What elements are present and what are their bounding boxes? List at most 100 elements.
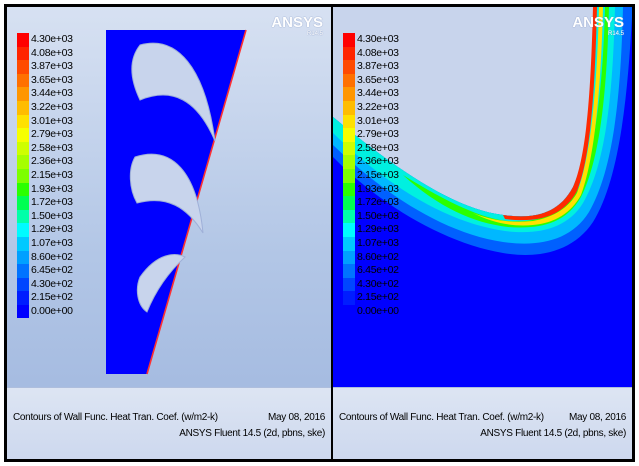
legend-value: 2.36e+03	[31, 155, 73, 168]
ansys-logo: ANSYS R14.5	[572, 15, 624, 38]
brand-name: ANSYS	[572, 14, 624, 31]
plot-caption: Contours of Wall Func. Heat Tran. Coef. …	[7, 387, 331, 459]
legend-value: 2.58e+03	[31, 141, 73, 154]
legend-swatch	[17, 46, 29, 61]
legend-swatch	[17, 73, 29, 88]
legend-value: 3.22e+03	[31, 100, 73, 113]
legend-swatch	[343, 209, 355, 224]
brand-name: ANSYS	[271, 14, 323, 31]
legend-swatch	[343, 46, 355, 61]
legend-value: 1.07e+03	[357, 236, 399, 249]
plot-caption: Contours of Wall Func. Heat Tran. Coef. …	[333, 387, 632, 459]
legend-swatch	[343, 250, 355, 265]
legend-swatch	[343, 182, 355, 197]
caption-solver: ANSYS Fluent 14.5 (2d, pbns, ske)	[179, 428, 325, 439]
legend-swatch	[343, 304, 355, 319]
legend-swatch	[17, 236, 29, 251]
legend-value: 1.50e+03	[357, 209, 399, 222]
legend-value: 4.30e+03	[31, 33, 73, 45]
figure-frame: ANSYS R14.5 4.30e+03 4.08e+03 3.87e+03 3.65…	[4, 4, 635, 462]
legend-swatch	[17, 264, 29, 278]
legend-value: 6.45e+02	[357, 264, 399, 277]
caption-title: Contours of Wall Func. Heat Tran. Coef. …	[13, 412, 218, 423]
legend-value: 2.15e+03	[31, 168, 73, 181]
legend-swatch	[17, 250, 29, 265]
legend-swatch	[343, 73, 355, 88]
legend-value: 3.01e+03	[357, 114, 399, 127]
legend-swatch	[17, 100, 29, 115]
legend-swatch	[343, 196, 355, 210]
legend-swatch	[343, 291, 355, 305]
legend-swatch	[343, 155, 355, 169]
caption-solver: ANSYS Fluent 14.5 (2d, pbns, ske)	[480, 428, 626, 439]
legend-value: 3.87e+03	[31, 60, 73, 73]
legend-swatch	[17, 196, 29, 210]
legend-swatch	[343, 33, 355, 47]
legend-value: 1.07e+03	[31, 236, 73, 249]
legend-swatch	[17, 209, 29, 224]
legend-swatch	[343, 60, 355, 74]
legend-value: 2.15e+02	[31, 291, 73, 304]
legend-value: 8.60e+02	[357, 250, 399, 263]
legend-value: 4.30e+02	[357, 277, 399, 290]
legend-value: 8.60e+02	[31, 250, 73, 263]
legend-swatch	[17, 60, 29, 74]
legend-value: 3.44e+03	[357, 87, 399, 100]
legend-value: 2.15e+02	[357, 291, 399, 304]
blade-1	[131, 42, 216, 142]
legend-value: 2.15e+03	[357, 168, 399, 181]
legend-value: 1.50e+03	[31, 209, 73, 222]
legend-swatch	[17, 155, 29, 169]
left-contour-panel: ANSYS R14.5 4.30e+03 4.08e+03 3.87e+03 3.65…	[7, 7, 331, 459]
legend-swatch	[17, 182, 29, 197]
legend-value: 1.72e+03	[31, 196, 73, 209]
legend-swatch	[343, 277, 355, 292]
legend-swatch	[343, 236, 355, 251]
contour-band-teal	[333, 7, 615, 233]
cascade-domain-plot	[106, 29, 247, 375]
blade-region	[333, 7, 595, 217]
legend-swatch	[17, 223, 29, 237]
legend-value: 2.36e+03	[357, 155, 399, 168]
legend-value: 2.58e+03	[357, 141, 399, 154]
legend-swatch	[343, 114, 355, 129]
legend-swatch	[343, 168, 355, 183]
legend-value: 3.01e+03	[31, 114, 73, 127]
legend-swatch	[17, 277, 29, 292]
legend-value: 6.45e+02	[31, 264, 73, 277]
legend-value: 1.93e+03	[31, 182, 73, 195]
legend-swatch	[17, 114, 29, 129]
legend-swatch	[343, 128, 355, 142]
caption-title: Contours of Wall Func. Heat Tran. Coef. …	[339, 412, 544, 423]
brand-version: R14.5	[607, 31, 624, 37]
legend-swatch	[17, 291, 29, 305]
ansys-logo: ANSYS R14.5	[271, 15, 323, 38]
legend-swatch	[17, 87, 29, 101]
right-contour-panel: ANSYS R14.5 4.30e+03 4.08e+03 3.87e+03 3.65…	[333, 7, 632, 459]
legend-value: 0.00e+00	[31, 304, 73, 317]
caption-date: May 08, 2016	[569, 412, 626, 423]
legend-swatch	[343, 100, 355, 115]
legend-swatch	[17, 141, 29, 156]
legend-value: 2.79e+03	[31, 128, 73, 141]
legend-value: 4.08e+03	[357, 46, 399, 59]
legend-swatch	[343, 264, 355, 278]
blade-2	[129, 153, 204, 234]
blade-3	[136, 254, 186, 313]
legend-value: 0.00e+00	[357, 304, 399, 317]
caption-date: May 08, 2016	[268, 412, 325, 423]
legend-value: 4.30e+03	[357, 33, 399, 45]
legend-swatch	[17, 304, 29, 319]
legend-value: 3.65e+03	[357, 73, 399, 86]
legend-value: 4.30e+02	[31, 277, 73, 290]
legend-swatch	[17, 33, 29, 47]
legend-value: 1.93e+03	[357, 182, 399, 195]
brand-version: R14.5	[306, 31, 323, 37]
legend-value: 3.44e+03	[31, 87, 73, 100]
legend-value: 1.29e+03	[357, 223, 399, 236]
zoomed-contour-plot	[333, 7, 632, 387]
legend-swatch	[343, 87, 355, 101]
legend-value: 2.79e+03	[357, 128, 399, 141]
legend-swatch	[17, 168, 29, 183]
legend-value: 1.29e+03	[31, 223, 73, 236]
